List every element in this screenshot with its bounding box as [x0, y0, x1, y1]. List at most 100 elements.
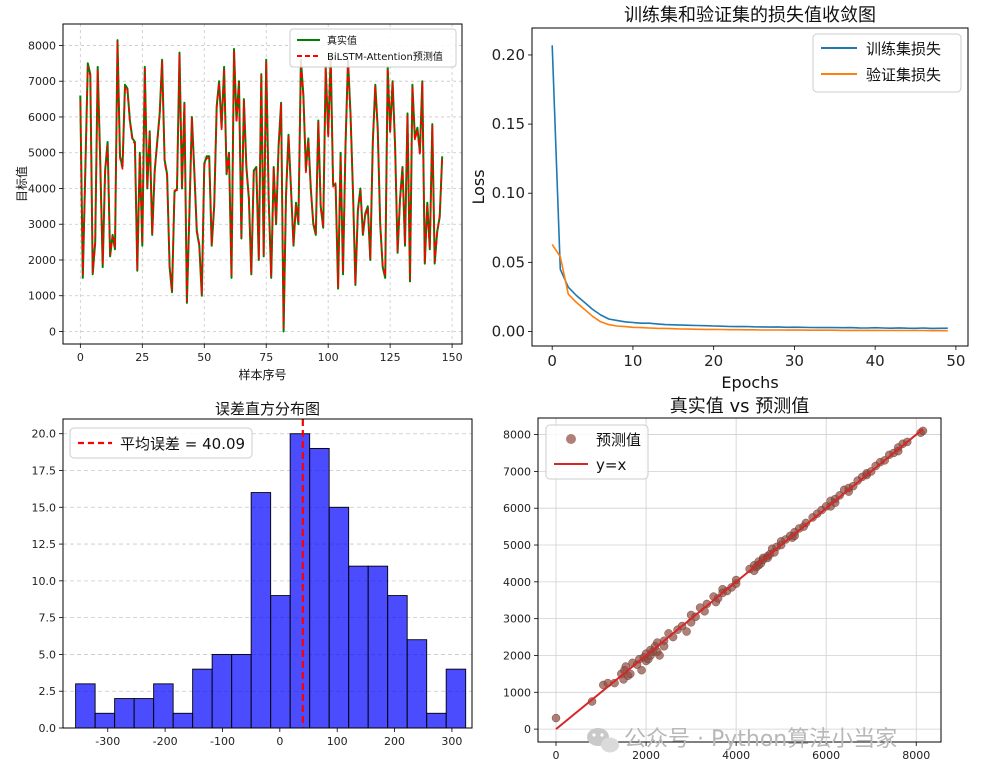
- y-axis-label: Loss: [469, 169, 488, 204]
- x-tick-label: 25: [135, 351, 149, 364]
- histogram-bar: [426, 712, 447, 729]
- x-tick-label: 2000: [632, 749, 660, 762]
- x-tick-label: 0: [547, 352, 557, 370]
- x-tick-label: 125: [380, 351, 401, 364]
- series-line-predicted: [79, 41, 443, 329]
- watermark: 公众号 · Python算法小当家: [587, 727, 897, 753]
- legend: 预测值 y=x: [545, 424, 649, 480]
- plot-frame: [62, 418, 473, 729]
- histogram-bar: [211, 653, 233, 729]
- histogram-bar: [94, 712, 116, 729]
- histogram-bar: [231, 653, 252, 729]
- y-tick-label: 0.10: [492, 184, 525, 202]
- histogram-bar: [289, 433, 311, 729]
- scatter-point: [835, 491, 844, 500]
- panel-true-vs-predicted-series: 0 25 50 75 100 125 150 0 1000 2000 3000 4000 5000 600…: [14, 23, 463, 382]
- y-tick-label: 1000: [28, 290, 56, 303]
- histogram-bar: [328, 506, 350, 729]
- legend-box: [289, 28, 457, 68]
- y-tick-label: 7000: [28, 75, 56, 88]
- legend-label: BiLSTM-Attention预测值: [327, 50, 443, 63]
- y-tick-label: 2.5: [39, 685, 57, 698]
- legend-label: 预测值: [596, 431, 641, 449]
- scatter-point: [610, 678, 619, 688]
- y-tick-label: 2000: [28, 254, 56, 267]
- y-tick-label: 0.00: [492, 322, 525, 340]
- x-tick-label: 40: [866, 352, 885, 370]
- y-tick-label: 0: [524, 723, 531, 736]
- x-tick-label: 100: [318, 351, 339, 364]
- x-tick-label: 0: [276, 735, 283, 748]
- y-tick-label: 1000: [503, 686, 531, 699]
- identity-line: [555, 428, 924, 730]
- x-tick-label: 8000: [902, 749, 930, 762]
- scatter-point: [655, 651, 664, 660]
- histogram-bar: [309, 447, 330, 729]
- y-tick-label: 0.0: [39, 722, 57, 735]
- x-tick-label: 50: [197, 351, 211, 364]
- histogram-bar: [348, 565, 369, 729]
- histogram-bar: [445, 668, 467, 729]
- x-tick-label: 20: [704, 352, 723, 370]
- y-tick-label: 5000: [28, 147, 56, 160]
- y-tick-label: 8000: [28, 39, 56, 52]
- histogram-bar: [367, 565, 389, 729]
- y-tick-label: 10.0: [32, 575, 57, 588]
- scatter-point: [551, 713, 561, 723]
- scatter-point: [830, 498, 840, 507]
- scatter-point: [702, 599, 712, 609]
- x-tick-label: 0: [77, 351, 84, 364]
- y-tick-label: 0.05: [492, 253, 525, 271]
- histogram-bar: [406, 639, 428, 729]
- legend-box: [69, 427, 253, 459]
- y-tick-label: 15.0: [32, 501, 57, 514]
- scatter-point: [691, 612, 700, 622]
- scatter-point: [621, 662, 631, 671]
- x-tick-label: 300: [441, 735, 462, 748]
- panel-error-histogram: -300 -200 -100 0 100 200 300 0.0 2.5 5.0 7.5 10.0 12…: [32, 400, 473, 748]
- x-tick-label: 75: [259, 351, 273, 364]
- scatter-point: [790, 531, 799, 541]
- scatter-point: [626, 669, 635, 679]
- legend-swatch: [566, 434, 576, 444]
- series-line-val-loss: [551, 243, 948, 332]
- legend-label: 训练集损失: [866, 40, 941, 58]
- panel-scatter-true-vs-predicted: 0 2000 4000 6000 8000 0 1000 2000 3000 4000 5000 60…: [503, 396, 942, 762]
- histogram-bar: [387, 595, 408, 729]
- y-tick-label: 4000: [28, 182, 56, 195]
- legend-label: 真实值: [327, 34, 357, 47]
- scatter-point: [659, 642, 669, 651]
- x-tick-label: 100: [327, 735, 348, 748]
- y-axis-label: 目标值: [14, 166, 29, 202]
- x-tick-label: 6000: [812, 749, 840, 762]
- scatter-point: [894, 446, 903, 456]
- x-tick-label: 50: [946, 352, 965, 370]
- histogram-bar: [75, 683, 96, 729]
- x-tick-label: -300: [95, 735, 120, 748]
- y-tick-label: 0.20: [492, 46, 525, 64]
- x-tick-label: -100: [210, 735, 235, 748]
- y-tick-label: 4000: [503, 576, 531, 589]
- plot-frame: [531, 27, 969, 347]
- histogram-bar: [133, 698, 155, 729]
- plot-frame: [62, 23, 463, 345]
- x-tick-label: 0: [553, 749, 560, 762]
- chart-title: 真实值 vs 预测值: [670, 396, 809, 417]
- scatter-point: [587, 697, 597, 706]
- y-tick-label: 3000: [28, 218, 56, 231]
- watermark-text: 公众号 · Python算法小当家: [624, 727, 897, 752]
- legend-label: 平均误差 = 40.09: [120, 435, 245, 453]
- x-tick-label: 10: [623, 352, 642, 370]
- y-tick-label: 0: [49, 325, 56, 338]
- y-tick-label: 3000: [503, 613, 531, 626]
- scatter-point: [918, 426, 928, 436]
- legend: 真实值 BiLSTM-Attention预测值: [289, 28, 457, 68]
- histogram-bar: [172, 712, 194, 729]
- scatter-point: [637, 666, 646, 675]
- x-tick-label: 150: [442, 351, 463, 364]
- chart-title: 误差直方分布图: [215, 400, 320, 418]
- series-line-train-loss: [551, 45, 948, 330]
- panel-loss-convergence: 0 10 20 30 40 50 0.00 0.05 0.10 0.15 0.20 训练集和验证集的损…: [469, 5, 969, 392]
- chart-title: 训练集和验证集的损失值收敛图: [624, 5, 876, 26]
